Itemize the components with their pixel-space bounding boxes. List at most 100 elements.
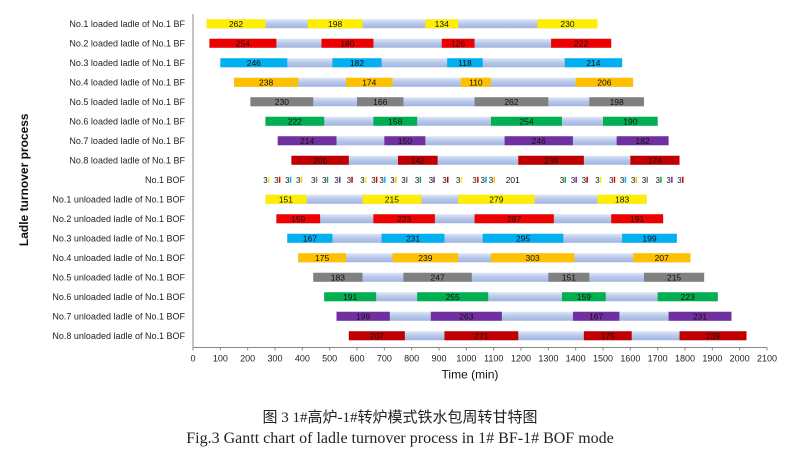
gantt-bar [589, 97, 644, 107]
caption-english: Fig.3 Gantt chart of ladle turnover proc… [186, 430, 614, 447]
gantt-bar [381, 233, 445, 243]
bof-marker-tick [433, 176, 435, 183]
x-tick-label: 1800 [675, 354, 695, 364]
bof-marker-tick [267, 176, 270, 183]
bof-marker-tick [300, 176, 303, 183]
bof-marker-label: 3 [334, 176, 339, 185]
row-label: No.5 loaded ladle of No.1 BF [69, 97, 185, 107]
x-tick-label: 0 [190, 354, 195, 364]
bof-marker-label: 3 [609, 176, 614, 185]
bof-marker-tick [278, 176, 281, 183]
bar-value-label: 262 [504, 97, 518, 107]
bar-value-label: 263 [459, 311, 473, 321]
row-label: No.4 unloaded ladle of No.1 BOF [52, 253, 185, 263]
bof-marker-label: 3 [472, 176, 477, 185]
bof-marker-label: 3 [595, 176, 600, 185]
row-label: No.1 BOF [145, 175, 186, 185]
bof-marker-tick [682, 176, 684, 183]
bar-value-label: 238 [544, 155, 558, 165]
bar-value-label: 166 [373, 97, 387, 107]
bar-value-label: 174 [362, 77, 376, 87]
bof-marker-label: 3 [642, 176, 647, 185]
bof-marker-tick [586, 176, 588, 183]
bof-marker-tick [635, 176, 638, 183]
gantt-bar [572, 311, 620, 321]
row-label: No.1 loaded ladle of No.1 BF [69, 19, 185, 29]
bar-value-label: 254 [519, 116, 533, 126]
bar-value-label: 231 [406, 233, 420, 243]
bof-marker-label: 3 [631, 176, 636, 185]
bof-marker-label: 3 [620, 176, 625, 185]
bar-value-label: 230 [560, 19, 574, 29]
gantt-bar [537, 19, 598, 29]
bof-marker-label: 3 [560, 176, 565, 185]
bof-marker-tick [375, 176, 378, 183]
x-tick-label: 1000 [456, 354, 476, 364]
gantt-bar [321, 38, 374, 48]
bar-value-label: 167 [589, 311, 603, 321]
gantt-bar [630, 155, 680, 165]
gantt-bar [403, 272, 472, 282]
bof-marker-label: 3 [274, 176, 279, 185]
bof-marker-label: 3 [415, 176, 420, 185]
gantt-bar [291, 155, 349, 165]
gantt-bar [644, 272, 705, 282]
bof-marker-tick [613, 176, 616, 183]
bof-marker-label: 3 [347, 176, 352, 185]
x-tick-label: 1900 [702, 354, 722, 364]
bof-marker-tick [395, 176, 397, 183]
gantt-bar [444, 331, 519, 341]
row-background-bar [250, 97, 644, 107]
x-tick-label: 1600 [620, 354, 640, 364]
bof-marker-label: 3 [285, 176, 290, 185]
gantt-bar [398, 155, 438, 165]
bar-value-label: 182 [636, 136, 650, 146]
row-label: No.1 unloaded ladle of No.1 BOF [52, 194, 185, 204]
bar-value-label: 150 [398, 136, 412, 146]
gantt-bar [633, 253, 691, 263]
bar-value-label: 246 [532, 136, 546, 146]
bar-value-label: 287 [507, 214, 521, 224]
gantt-bar [250, 97, 314, 107]
bof-marker-tick [660, 176, 662, 183]
bof-marker-tick [564, 176, 566, 183]
bar-value-label: 183 [615, 194, 629, 204]
bof-marker-label: 3 [456, 176, 461, 185]
x-tick-label: 2000 [730, 354, 750, 364]
bar-value-label: 142 [411, 155, 425, 165]
bof-marker-tick [477, 176, 479, 183]
bof-marker-label: 3 [379, 176, 384, 185]
bar-value-label: 175 [315, 253, 329, 263]
gantt-bar [392, 253, 459, 263]
bar-value-label: 206 [313, 155, 327, 165]
bar-value-label: 126 [451, 38, 465, 48]
bar-value-label: 223 [397, 214, 411, 224]
bar-value-label: 183 [331, 272, 345, 282]
bar-value-label: 134 [435, 19, 449, 29]
bof-marker-label: 3 [582, 176, 587, 185]
gantt-bar [458, 194, 535, 204]
gantt-bar [265, 116, 325, 126]
gantt-bar [324, 292, 377, 302]
x-tick-label: 500 [322, 354, 337, 364]
row-label: No.8 unloaded ladle of No.1 BOF [52, 331, 185, 341]
bof-marker-tick [671, 176, 673, 183]
x-tick-label: 1700 [648, 354, 668, 364]
gantt-bar [504, 136, 573, 146]
gantt-bar [313, 272, 363, 282]
bar-value-label: 223 [681, 292, 695, 302]
row-background-bar [313, 272, 705, 282]
gantt-bar [597, 194, 647, 204]
gantt-bar [482, 233, 564, 243]
bar-value-label: 158 [388, 116, 402, 126]
gantt-bar [287, 233, 333, 243]
gantt-bar [616, 136, 669, 146]
gantt-bar [575, 77, 634, 87]
x-tick-label: 100 [213, 354, 228, 364]
bof-marker-tick [384, 176, 386, 183]
gantt-bar [490, 253, 575, 263]
bar-value-label: 198 [328, 19, 342, 29]
row-label: No.3 unloaded ladle of No.1 BOF [52, 233, 185, 243]
bof-marker-tick [446, 176, 449, 183]
bar-value-label: 174 [648, 155, 662, 165]
